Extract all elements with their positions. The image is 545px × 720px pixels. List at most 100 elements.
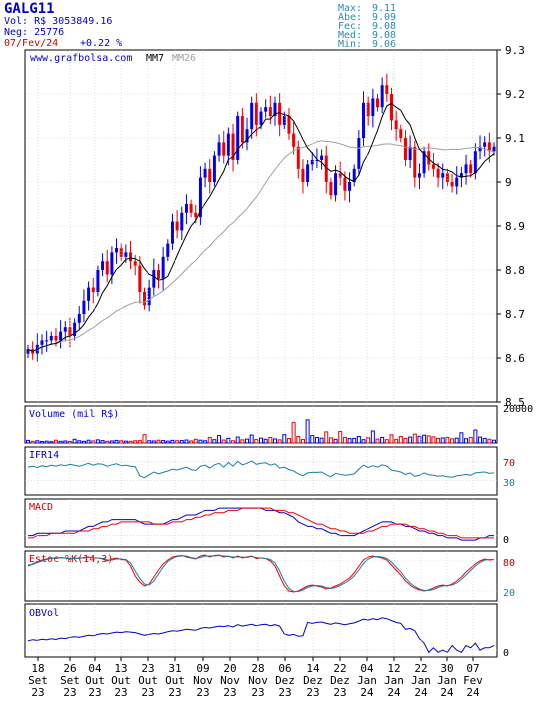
candle-body: [133, 261, 137, 266]
candle-body: [77, 314, 81, 323]
candle-body: [385, 85, 389, 94]
ifr-label: IFR14: [29, 450, 59, 461]
candle-body: [82, 300, 86, 314]
candle-body: [287, 116, 291, 134]
volume-bar: [426, 435, 431, 444]
volume-bars: [26, 419, 496, 444]
volume-bar: [450, 438, 455, 444]
volume-bar: [133, 440, 138, 444]
candle-body: [26, 349, 30, 354]
volume-bar: [193, 438, 198, 444]
x-tick-label: 18: [31, 662, 44, 675]
stoch-ytick-20: 20: [503, 588, 515, 599]
y-tick-label: 8.5: [505, 396, 525, 409]
volume-bar: [319, 437, 324, 444]
y-tick-label: 9.1: [505, 132, 525, 145]
volume-bar: [231, 440, 236, 444]
candle-body: [380, 85, 384, 108]
candle-body: [320, 155, 324, 160]
volume-bar: [412, 433, 417, 444]
candle-body: [324, 155, 328, 182]
candle-body: [161, 256, 165, 279]
candle-body: [422, 151, 426, 174]
volume-bar: [268, 436, 273, 444]
max-label: Max:: [338, 3, 362, 14]
x-tick-label: Dez: [303, 674, 323, 687]
candle-body: [259, 111, 263, 125]
volume-bar: [72, 438, 77, 444]
volume-bar: [291, 422, 296, 444]
volume-bar: [235, 436, 240, 444]
candle-body: [264, 107, 268, 112]
mm26-line: [27, 140, 495, 352]
candle-body: [138, 265, 142, 292]
x-tick-label: 20: [223, 662, 236, 675]
neg-line: Neg: 25776: [4, 27, 64, 38]
volume-line: Vol: R$ 3053849.16: [4, 16, 112, 27]
stoch-frame: [24, 550, 498, 602]
candle-body: [492, 146, 496, 152]
ifr-grid: [25, 461, 497, 481]
abe-label: Abe:: [338, 12, 362, 23]
volume-bar: [49, 441, 54, 444]
price-grid: [25, 49, 497, 403]
y-tick-label: 8.7: [505, 308, 525, 321]
volume-bar: [137, 440, 142, 444]
candle-body: [450, 182, 454, 187]
x-tick-label: 23: [223, 686, 236, 699]
header: GALG11 Vol: R$ 3053849.16 Neg: 25776 07/…: [4, 1, 122, 49]
candle-body: [431, 164, 435, 169]
x-tick-label: 06: [278, 662, 291, 675]
candle-body: [310, 160, 314, 165]
volume-bar: [254, 438, 259, 444]
candle-body: [334, 173, 338, 196]
min-label: Min:: [338, 39, 362, 50]
volume-bar: [81, 440, 86, 444]
candle-body: [175, 221, 179, 231]
candle-body: [40, 340, 44, 345]
volume-bar: [77, 440, 82, 444]
volume-bar: [86, 439, 91, 444]
x-tick-label: 14: [306, 662, 320, 675]
volume-bar: [184, 439, 189, 444]
x-tick-label: 24: [360, 686, 374, 699]
volume-bar: [39, 441, 44, 444]
volume-bar: [356, 436, 361, 444]
candle-body: [268, 107, 272, 116]
candle-body: [222, 142, 226, 156]
volume-bar: [151, 440, 156, 444]
volume-bar: [314, 436, 319, 444]
volume-bar: [277, 439, 282, 444]
x-tick-label: 23: [168, 686, 181, 699]
volume-bar: [384, 439, 389, 444]
y-tick-label: 9.3: [505, 44, 525, 57]
candle-body: [91, 287, 95, 292]
obv-frame: [24, 603, 498, 658]
volume-bar: [300, 438, 305, 444]
x-tick-label: Out: [138, 674, 158, 687]
volume-bar: [286, 438, 291, 444]
candle-body: [180, 212, 184, 231]
legend-mm26: MM26: [172, 53, 196, 64]
y-tick-label: 9.2: [505, 88, 525, 101]
x-tick-label: Nov: [248, 674, 268, 687]
mm7-line: [27, 102, 495, 352]
x-tick-label: 24: [440, 686, 454, 699]
candle-body: [487, 142, 491, 152]
stats-box: Max: 9.11 Abe: 9.09 Fec: 9.08 Med: 9.08 …: [338, 3, 396, 50]
volume-bar: [189, 440, 194, 444]
volume-bar: [422, 434, 427, 444]
x-tick-label: 31: [168, 662, 181, 675]
candle-body: [208, 168, 212, 182]
volume-bar: [175, 440, 180, 444]
ifr-panel: IFR14 70 30: [24, 446, 515, 496]
x-tick-label: Out: [111, 674, 131, 687]
candle-body: [45, 340, 49, 342]
macd-panel: MACD 0: [24, 498, 509, 548]
candle-body: [147, 287, 151, 306]
candle-body: [250, 102, 254, 130]
volume-bar: [361, 439, 366, 444]
candle-body: [315, 160, 319, 161]
x-tick-label: 13: [114, 662, 127, 675]
volume-bar: [245, 438, 250, 444]
